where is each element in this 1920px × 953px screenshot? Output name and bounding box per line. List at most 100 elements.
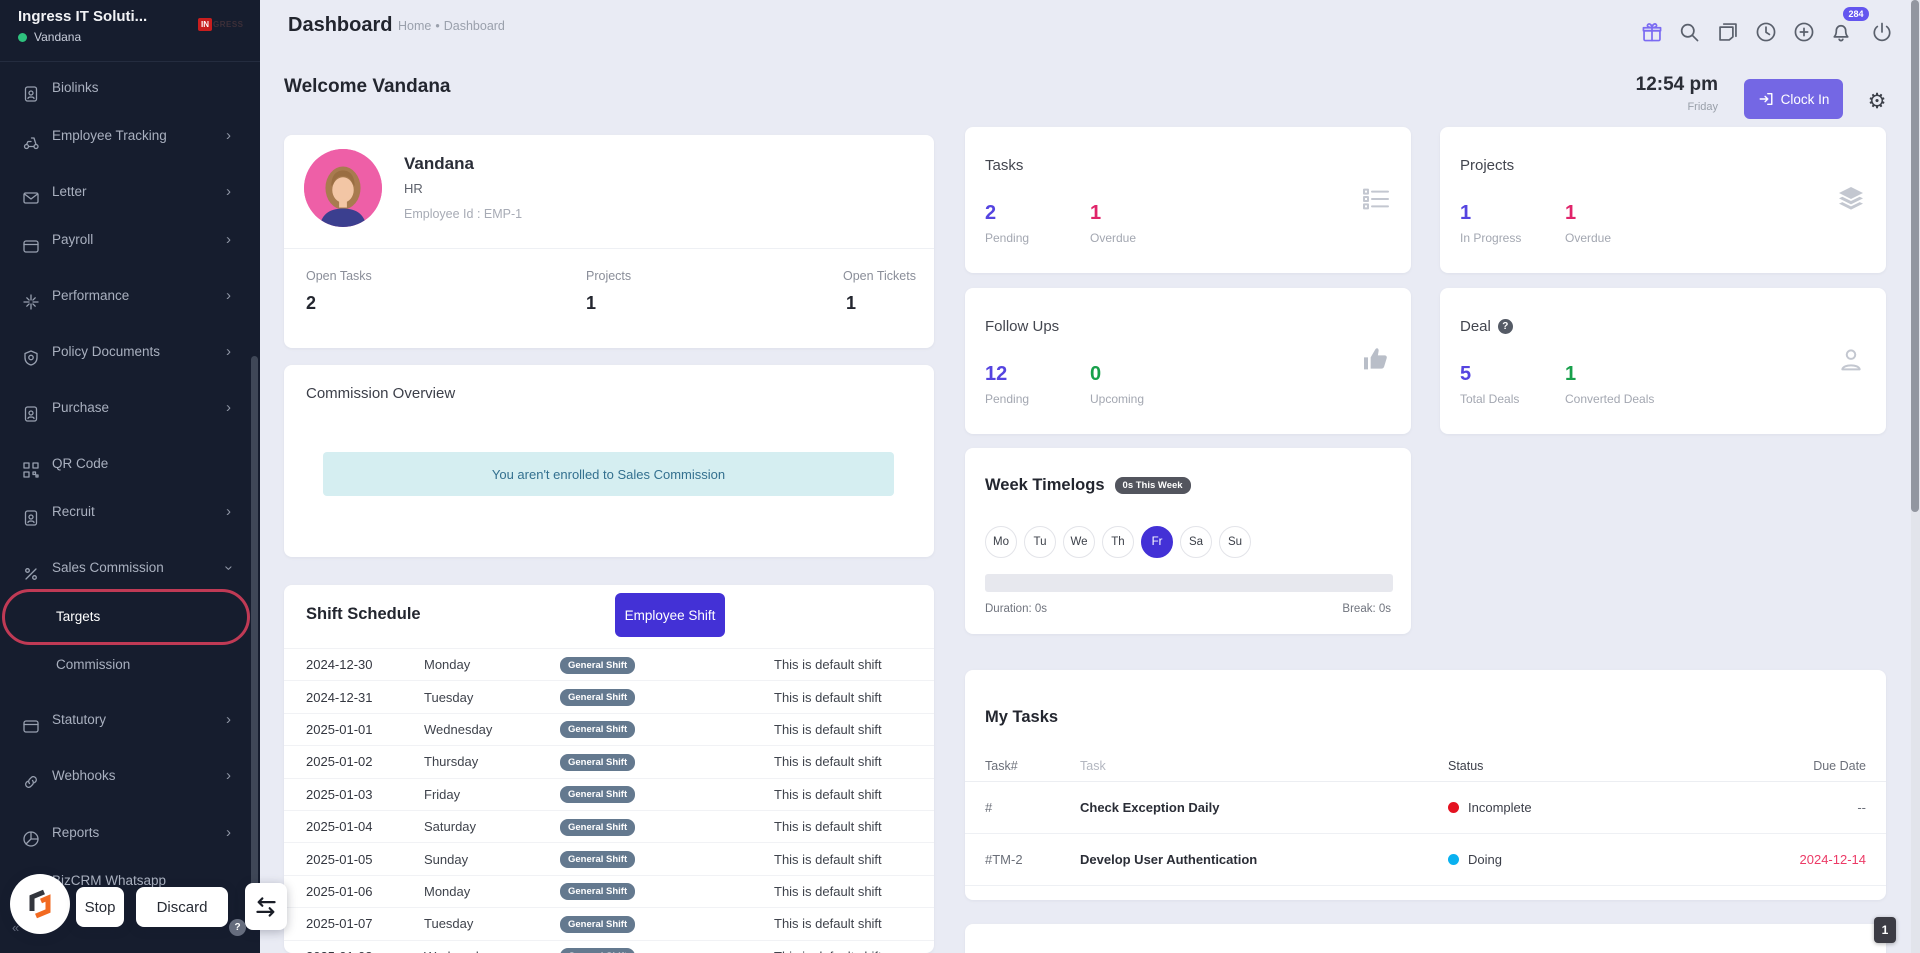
projects-card-title: Projects [1460,157,1515,174]
percent-icon [22,559,40,580]
deal-card-title: Deal ? [1460,318,1513,335]
projects-value: 1 [586,293,597,313]
help-bubble[interactable]: ? [229,919,246,936]
sidebar-item-commission[interactable]: Commission [56,657,131,672]
profile-card: Vandana HR Employee Id : EMP-1 Open Task… [284,135,934,348]
pagination-badge[interactable]: 1 [1874,917,1896,943]
chevron-right-icon: › [226,503,231,520]
id-card-icon [22,79,40,102]
sidebar-item-biolinks[interactable]: Biolinks [0,68,252,108]
brand-logo-mark: IN [198,18,212,31]
deal-card: Deal ? 5 Total Deals 1 Converted Deals [1440,288,1886,434]
scooter-icon [22,127,40,150]
discard-button[interactable]: Discard [136,887,228,927]
envelope-icon [22,183,40,204]
tasks-pending-label: Pending [985,231,1030,245]
sidebar-item-policy-documents[interactable]: Policy Documents › [0,332,252,372]
day-th[interactable]: Th [1102,526,1134,558]
day-tu[interactable]: Tu [1024,526,1056,558]
col-status: Status [1448,758,1484,773]
projects-inprogress-label: In Progress [1460,231,1522,245]
sidebar-item-qr-code[interactable]: QR Code [0,444,252,484]
open-tickets-value: 1 [846,293,857,313]
avatar [304,149,382,227]
power-icon[interactable] [1871,21,1893,43]
brand-logo-text: GRESS [213,20,244,29]
help-icon[interactable]: ? [1497,319,1513,334]
notification-count-badge: 284 [1843,7,1869,21]
my-tasks-header-row: Task# Task Status Due Date [965,750,1886,782]
deal-total-value: 5 [1460,363,1472,385]
shift-badge: General Shift [560,689,636,707]
notes-icon[interactable] [1717,21,1739,43]
welcome-heading: Welcome Vandana [284,76,451,97]
shift-badge: General Shift [560,851,636,869]
week-timelogs-card: Week Timelogs 0s This Week Mo Tu We Th F… [965,448,1411,634]
qr-code-icon [22,455,40,478]
wallet-icon [22,711,40,733]
day-mo[interactable]: Mo [985,526,1017,558]
timelog-progress-bar [985,574,1393,592]
breadcrumb-current: Dashboard [443,19,505,33]
day-we[interactable]: We [1063,526,1095,558]
breadcrumb: Home • Dashboard [398,19,509,33]
org-name[interactable]: Ingress IT Soluti... [18,8,148,25]
sidebar-item-employee-tracking[interactable]: Employee Tracking › [0,116,252,156]
clock-icon[interactable] [1755,21,1777,43]
search-icon[interactable] [1678,21,1700,43]
sidebar-item-sales-commission[interactable]: Sales Commission › [0,548,252,588]
duration-label: Duration: 0s [985,603,1048,615]
task-row[interactable]: #TM-2 Develop User Authentication Doing … [965,834,1886,886]
chevron-right-icon: › [226,183,231,200]
login-arrow-icon [1759,92,1773,106]
sidebar-user-name: Vandana [34,30,82,44]
chevron-down-icon: › [220,565,238,571]
shift-schedule-title: Shift Schedule [306,605,421,623]
sidebar-item-webhooks[interactable]: Webhooks › [0,756,252,796]
sparkle-icon [22,287,40,310]
plus-circle-icon[interactable] [1793,21,1815,43]
sidebar-item-purchase[interactable]: Purchase › [0,388,252,428]
day-fr-active[interactable]: Fr [1141,526,1173,558]
day-su[interactable]: Su [1219,526,1251,558]
dashboard-settings-button[interactable] [1864,88,1890,114]
sidebar-scrollbar-thumb[interactable] [251,356,258,920]
current-day: Friday [1687,101,1718,113]
task-row[interactable]: # Check Exception Daily Incomplete -- [965,782,1886,834]
projects-inprogress-value: 1 [1460,202,1472,224]
employee-shift-button[interactable]: Employee Shift [615,593,725,637]
collapse-sidebar-icon[interactable]: « [12,920,20,935]
shift-row: 2024-12-31 Tuesday General Shift This is de… [284,681,934,714]
wallet-icon [22,231,40,253]
tasks-overdue-value: 1 [1090,202,1102,224]
chevron-right-icon: › [226,399,231,416]
gift-icon[interactable] [1641,21,1663,43]
bizcrm-logo-button[interactable] [10,874,70,934]
swap-button[interactable] [245,883,287,930]
followups-pending-label: Pending [985,392,1030,406]
main-scrollbar-thumb[interactable] [1911,0,1919,512]
follow-ups-card-title: Follow Ups [985,318,1060,335]
page-title: Dashboard [288,14,393,36]
sidebar-user[interactable]: Vandana [18,30,81,44]
clock-in-button[interactable]: Clock In [1744,79,1843,119]
chevron-right-icon: › [226,824,231,841]
sidebar-item-recruit[interactable]: Recruit › [0,492,252,532]
bizcrm-logo-icon [29,889,51,919]
projects-card: Projects 1 In Progress 1 Overdue [1440,127,1886,273]
sidebar-item-statutory[interactable]: Statutory › [0,700,252,740]
sidebar-item-performance[interactable]: Performance › [0,276,252,316]
follow-ups-card: Follow Ups 12 Pending 0 Upcoming [965,288,1411,434]
bell-icon[interactable] [1830,21,1852,43]
sidebar-item-letter[interactable]: Letter › [0,172,252,212]
breadcrumb-home[interactable]: Home [398,19,432,33]
sidebar-item-targets[interactable]: Targets [56,609,101,624]
sidebar-item-payroll[interactable]: Payroll › [0,220,252,260]
sidebar-item-reports[interactable]: Reports › [0,813,252,853]
shift-row: 2025-01-07 Tuesday General Shift This is de… [284,908,934,941]
pie-chart-icon [22,824,40,847]
shift-badge: General Shift [560,656,636,674]
stop-button[interactable]: Stop [76,887,124,927]
day-sa[interactable]: Sa [1180,526,1212,558]
